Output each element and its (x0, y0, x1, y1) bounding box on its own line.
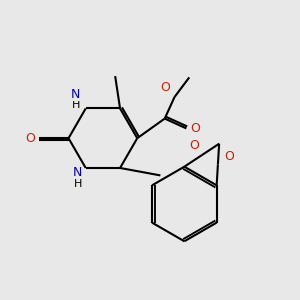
Text: N: N (71, 88, 81, 101)
Text: N: N (73, 167, 83, 179)
Text: O: O (160, 81, 170, 94)
Text: O: O (25, 132, 35, 145)
Text: H: H (72, 100, 80, 110)
Text: O: O (225, 150, 235, 163)
Text: O: O (189, 139, 199, 152)
Text: O: O (190, 122, 200, 135)
Text: H: H (74, 179, 82, 189)
